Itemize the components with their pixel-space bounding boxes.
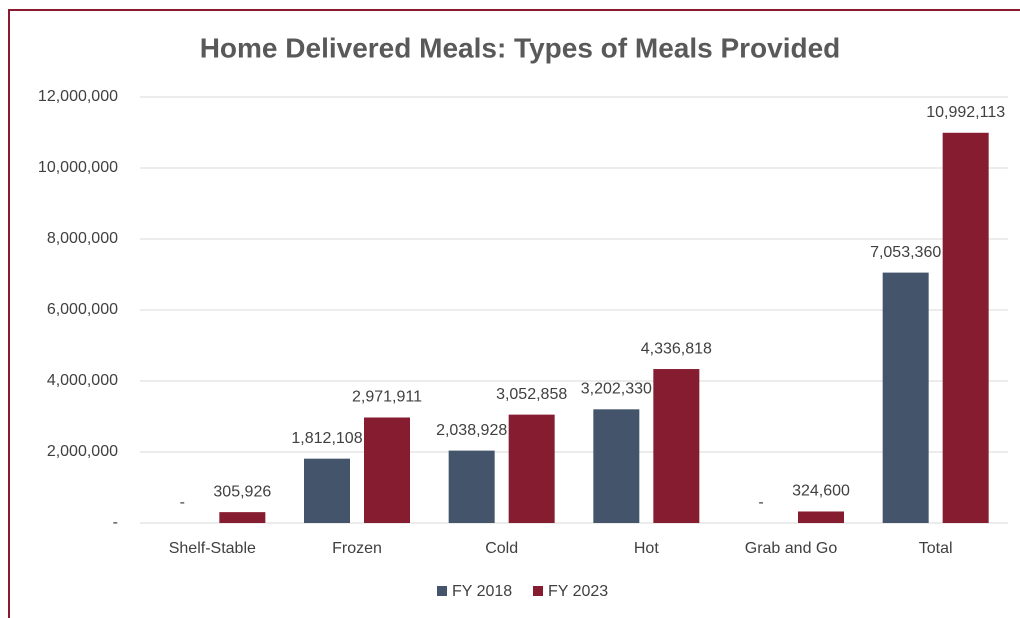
bar [508,414,555,523]
data-label: 10,992,113 [926,104,1005,121]
bar [219,512,266,523]
data-label: - [180,494,185,511]
bar [364,417,410,523]
x-tick-label: Shelf-Stable [169,540,256,557]
bar [304,458,350,523]
y-tick-label: 10,000,000 [38,159,118,176]
data-label: 2,971,911 [352,389,422,406]
chart-title: Home Delivered Meals: Types of Meals Pro… [200,32,841,63]
data-label: 2,038,928 [436,422,507,439]
data-label: 3,052,858 [496,386,567,403]
data-label: 3,202,330 [581,381,652,398]
x-tick-label: Cold [485,540,518,557]
bar [653,369,700,523]
y-tick-label: 12,000,000 [38,88,118,105]
y-tick-label: 6,000,000 [47,301,118,318]
data-label: 324,600 [792,483,850,500]
legend-label: FY 2023 [548,583,608,600]
y-tick-label: 2,000,000 [47,443,118,460]
data-label: 7,053,360 [870,244,941,261]
legend-swatch [533,586,543,596]
data-label: 4,336,818 [641,340,712,357]
legend-label: FY 2018 [452,583,512,600]
data-label: - [758,494,763,511]
x-tick-label: Hot [634,540,659,557]
x-tick-label: Frozen [332,540,382,557]
y-tick-label: 4,000,000 [47,372,118,389]
x-tick-label: Grab and Go [745,540,838,557]
bar [942,132,989,524]
data-label: 1,812,108 [291,430,362,447]
x-tick-label: Total [919,540,953,557]
legend-swatch [437,586,447,596]
y-tick-label: 8,000,000 [47,230,118,247]
bar [798,511,844,523]
bar [882,272,929,523]
bar [593,409,640,523]
data-label: 305,926 [213,483,271,500]
y-tick-label: - [113,514,118,531]
bar [448,450,495,523]
